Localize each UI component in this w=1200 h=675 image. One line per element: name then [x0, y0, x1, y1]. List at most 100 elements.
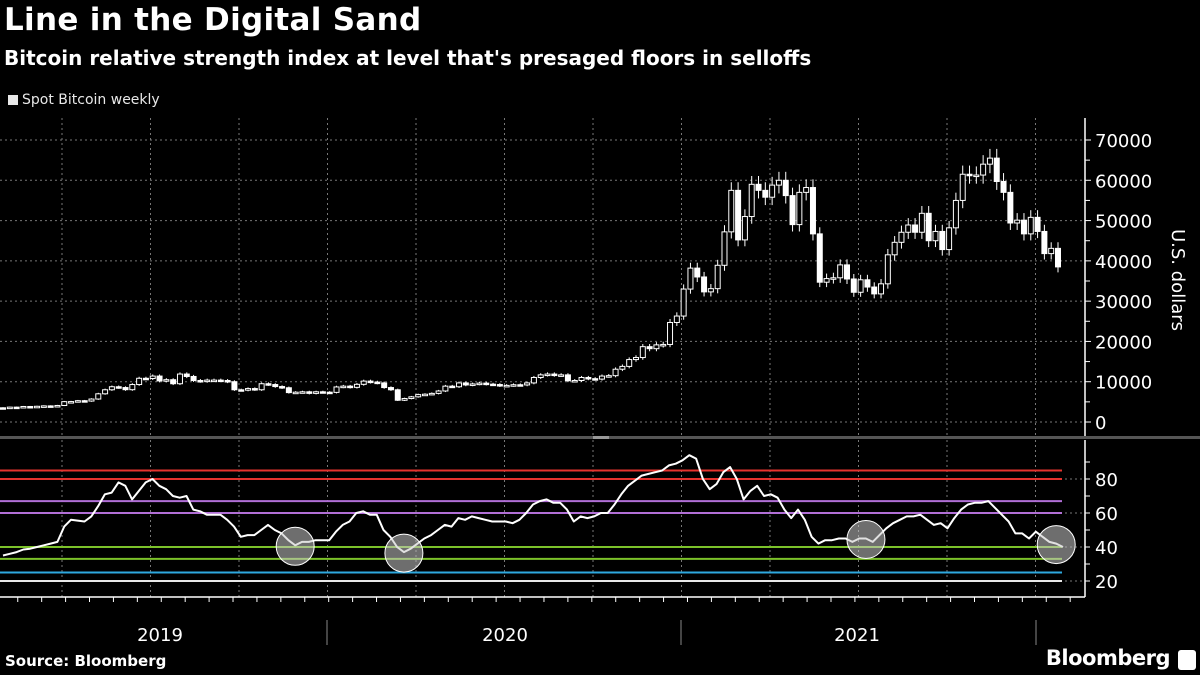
candle [245, 387, 252, 392]
candle-body-up [415, 394, 422, 398]
candle [898, 225, 905, 249]
candle [748, 175, 755, 224]
candle [408, 395, 415, 400]
candle [299, 390, 306, 394]
candle-body-up [537, 374, 544, 378]
candle-body-down [394, 389, 401, 401]
candle [925, 206, 932, 248]
candle-body-up [571, 380, 578, 383]
candle [149, 374, 156, 381]
candle [544, 372, 551, 377]
candle [490, 382, 497, 387]
candle-body-up [95, 393, 102, 400]
candle [986, 148, 993, 174]
candle [939, 224, 946, 256]
candle-body-up [980, 163, 987, 176]
candle [530, 375, 537, 385]
candle [319, 390, 326, 394]
source-note: Source: Bloomberg [5, 652, 167, 670]
candle-body-up [986, 157, 993, 165]
candle [387, 386, 394, 391]
candle-body-up [748, 183, 755, 218]
candle [34, 405, 41, 409]
candle-body-up [837, 264, 844, 279]
candle-body-down [551, 373, 558, 377]
candle-body-up [61, 401, 68, 406]
candle [279, 385, 286, 389]
candle-body-down [449, 385, 456, 389]
candle [680, 284, 687, 320]
candle [61, 400, 68, 407]
candle-body-up [530, 376, 537, 384]
candle [510, 383, 517, 387]
candle [40, 405, 47, 408]
candle [6, 406, 13, 410]
candle [381, 381, 388, 389]
candle-body-up [292, 391, 299, 395]
candle [1041, 224, 1048, 260]
candle-body-down [306, 391, 313, 394]
candle [850, 273, 857, 297]
candle [102, 388, 109, 395]
candle-body-down [81, 400, 88, 403]
candle-body-down [272, 384, 279, 388]
legend-label: Spot Bitcoin weekly [22, 92, 160, 108]
candle-body-down [197, 380, 204, 383]
candle [973, 166, 980, 184]
candle [442, 384, 449, 393]
candle-body-up [401, 398, 408, 401]
highlight-circle [275, 526, 315, 566]
candle [714, 259, 721, 294]
candle-body-down [1055, 247, 1061, 268]
candle [694, 262, 701, 283]
candle-body-down [912, 224, 919, 233]
candle-body-up [653, 344, 660, 350]
candle-body-down [279, 386, 286, 389]
candle-body-down [170, 379, 177, 385]
candle [211, 378, 217, 383]
candle [190, 374, 197, 382]
candle [469, 382, 476, 387]
candle-body-down [592, 378, 599, 381]
candle-body-down [762, 189, 769, 198]
candle-body-down [47, 405, 54, 408]
candle-body-down [789, 195, 796, 226]
candle-body-up [803, 187, 810, 193]
candle [292, 391, 299, 395]
candle-body-up [728, 189, 735, 233]
candle [95, 392, 102, 400]
candle [823, 273, 830, 288]
candle-body-down [319, 391, 326, 394]
candle-body-up [476, 382, 483, 386]
candle [551, 372, 558, 377]
candle-body-up [456, 382, 463, 388]
candle [20, 405, 27, 409]
candle [170, 378, 177, 386]
candle [578, 375, 585, 382]
candle-body-down [850, 278, 857, 293]
candle-body-up [952, 199, 959, 229]
candle [653, 342, 660, 352]
candle-body-down [646, 346, 653, 350]
candle [905, 218, 912, 239]
candle [156, 374, 163, 383]
candle [340, 384, 347, 389]
candle [108, 385, 115, 391]
candle [68, 400, 75, 404]
candle-body-down [115, 386, 122, 389]
candle-body-up [667, 321, 674, 345]
legend-swatch [8, 95, 18, 105]
candle [367, 379, 374, 384]
candle [333, 385, 340, 394]
candle-body-down [13, 406, 20, 410]
candle-body-up [544, 373, 551, 377]
candle [285, 386, 292, 394]
candle [353, 383, 360, 389]
candle-body-up [633, 357, 639, 361]
candle-body-down [265, 383, 272, 386]
candle [394, 388, 401, 402]
candle [959, 165, 966, 209]
candle [176, 372, 183, 386]
candle-body-up [605, 375, 612, 378]
